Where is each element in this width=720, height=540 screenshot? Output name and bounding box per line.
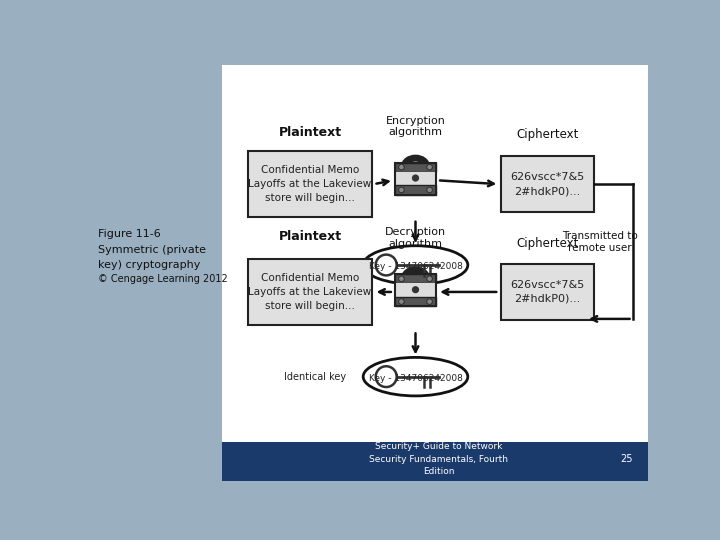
Bar xyxy=(395,163,436,195)
Bar xyxy=(248,259,372,325)
Text: Confidential Memo
Layoffs at the Lakeview
store will begin...: Confidential Memo Layoffs at the Lakevie… xyxy=(248,273,372,311)
Text: Transmitted to
remote user: Transmitted to remote user xyxy=(562,231,638,253)
Circle shape xyxy=(427,164,433,170)
Circle shape xyxy=(412,174,419,181)
Text: Key - 134706242008: Key - 134706242008 xyxy=(369,374,462,383)
Circle shape xyxy=(427,276,433,281)
Text: © Cengage Learning 2012: © Cengage Learning 2012 xyxy=(98,274,228,284)
Text: Ciphertext: Ciphertext xyxy=(516,129,578,141)
Bar xyxy=(500,264,594,320)
Bar xyxy=(395,172,436,185)
Text: Symmetric (private: Symmetric (private xyxy=(98,245,206,254)
Bar xyxy=(90,65,222,481)
Text: Key - 134706242008: Key - 134706242008 xyxy=(369,262,462,272)
Bar xyxy=(395,297,436,306)
Bar xyxy=(395,163,436,172)
Bar xyxy=(222,442,648,481)
Text: Plaintext: Plaintext xyxy=(279,126,342,139)
Circle shape xyxy=(399,276,404,281)
Ellipse shape xyxy=(363,357,468,396)
Text: Plaintext: Plaintext xyxy=(279,230,342,243)
Bar xyxy=(395,284,436,297)
Text: 626vscc*7&5
2#hdkP0)...: 626vscc*7&5 2#hdkP0)... xyxy=(510,280,585,304)
Text: 25: 25 xyxy=(620,454,632,464)
Text: Encryption
algorithm: Encryption algorithm xyxy=(386,116,446,137)
Text: Ciphertext: Ciphertext xyxy=(516,237,578,250)
Bar xyxy=(248,151,372,217)
Circle shape xyxy=(412,286,419,293)
Circle shape xyxy=(427,299,433,305)
Bar xyxy=(395,274,436,284)
Text: 626vscc*7&5
2#hdkP0)...: 626vscc*7&5 2#hdkP0)... xyxy=(510,172,585,196)
Bar xyxy=(395,274,436,306)
Bar xyxy=(395,185,436,195)
Circle shape xyxy=(399,164,404,170)
Text: Security+ Guide to Network
Security Fundamentals, Fourth
Edition: Security+ Guide to Network Security Fund… xyxy=(369,442,508,476)
Text: Figure 11-6: Figure 11-6 xyxy=(98,229,161,239)
Text: Decryption
algorithm: Decryption algorithm xyxy=(385,227,446,249)
Text: Identical key: Identical key xyxy=(284,260,346,270)
Circle shape xyxy=(427,187,433,193)
Text: Confidential Memo
Layoffs at the Lakeview
store will begin...: Confidential Memo Layoffs at the Lakevie… xyxy=(248,165,372,203)
Circle shape xyxy=(399,299,404,305)
Text: Identical key: Identical key xyxy=(284,372,346,382)
Circle shape xyxy=(399,187,404,193)
Text: key) cryptography: key) cryptography xyxy=(98,260,200,270)
Bar xyxy=(222,65,648,451)
Bar xyxy=(500,157,594,212)
Ellipse shape xyxy=(363,246,468,284)
